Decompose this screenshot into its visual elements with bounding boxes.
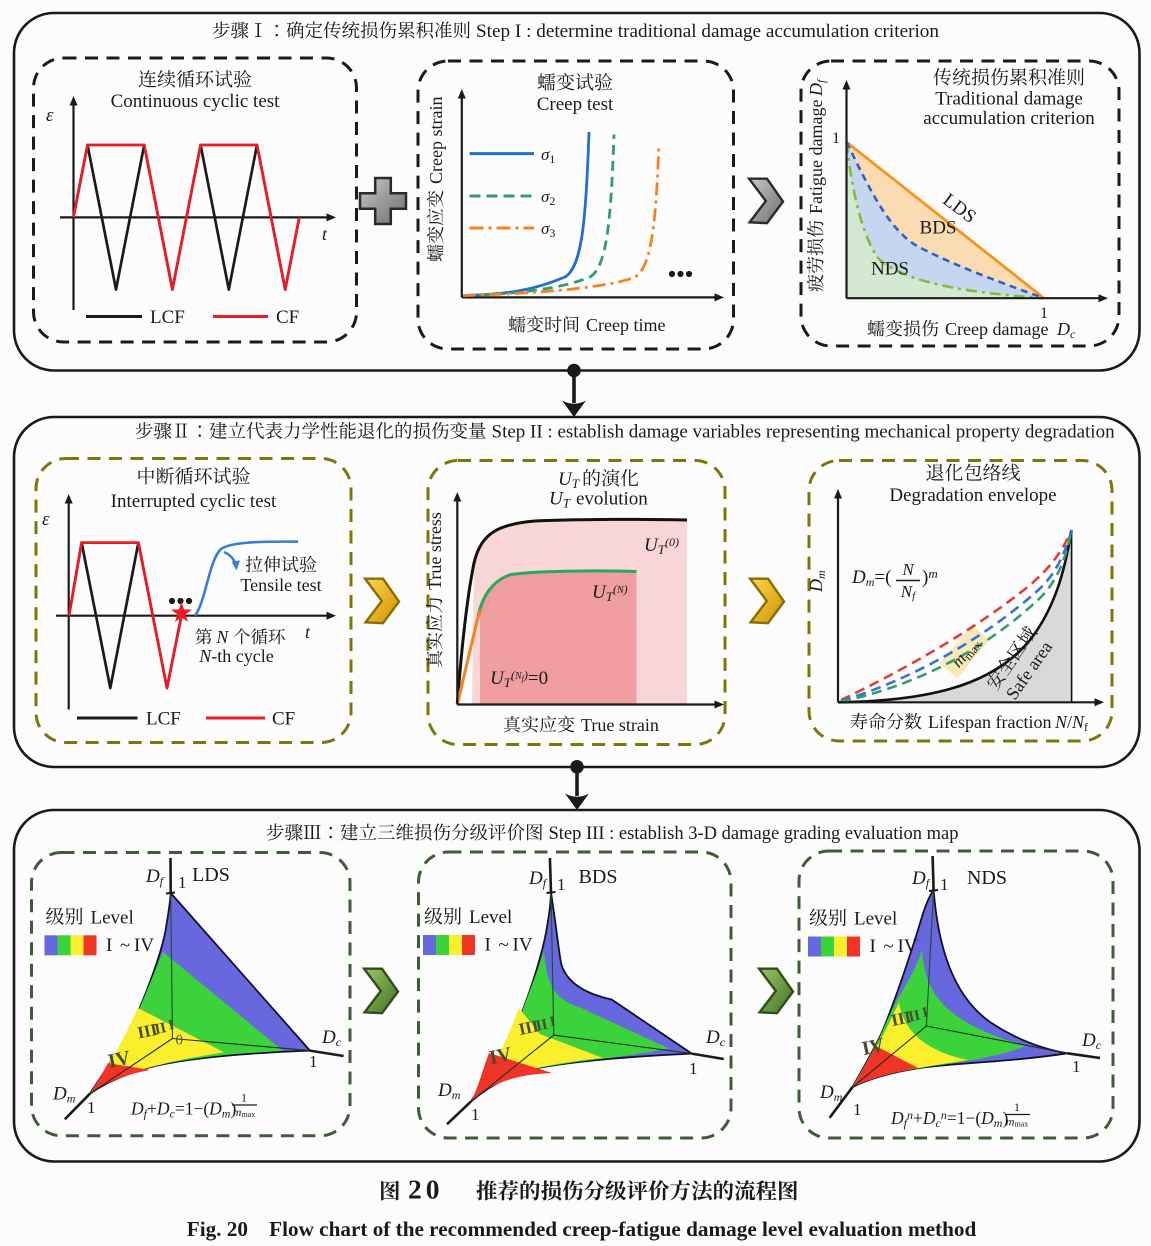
svg-text:LCF: LCF (146, 709, 181, 730)
svg-text:IV: IV (860, 1034, 887, 1060)
svg-text:N/Nf: N/Nf (1054, 712, 1088, 734)
svg-text:LDS: LDS (192, 864, 230, 886)
svg-text:1: 1 (689, 1059, 698, 1078)
svg-text:I ~ IV: I ~ IV (106, 935, 154, 956)
svg-text:I ~ IV: I ~ IV (485, 935, 533, 956)
svg-text:NDS: NDS (871, 259, 909, 280)
svg-text:evolution: evolution (576, 489, 648, 510)
svg-text:True stress: True stress (425, 512, 445, 590)
svg-text:III: III (890, 1007, 914, 1030)
svg-text:CF: CF (272, 709, 295, 730)
svg-text:t: t (305, 622, 311, 642)
svg-text:Fig. 20 Flow chart of the reco: Fig. 20 Flow chart of the recommended cr… (187, 1217, 977, 1241)
svg-text:1: 1 (557, 875, 566, 894)
svg-text:Step III : establish 3-D damag: Step III : establish 3-D damage grading … (549, 824, 959, 844)
svg-text:0: 0 (176, 1033, 184, 1049)
svg-text:1: 1 (1072, 1057, 1081, 1076)
svg-text:Creep strain: Creep strain (426, 97, 446, 184)
svg-text:Fatigue damage: Fatigue damage (806, 100, 826, 214)
svg-text:Dfn+Dcn=1−(Dm): Dfn+Dcn=1−(Dm) (890, 1108, 1008, 1130)
svg-text:Step II : establish damage var: Step II : establish damage variables rep… (492, 422, 1116, 443)
svg-text:II: II (534, 1017, 549, 1035)
svg-text:ε: ε (46, 105, 54, 126)
svg-text:Df+Dc=1−(Dm): Df+Dc=1−(Dm) (130, 1099, 236, 1121)
svg-text:1: 1 (1040, 305, 1048, 322)
svg-text:Interrupted cyclic test: Interrupted cyclic test (111, 491, 277, 512)
svg-text:LCF: LCF (150, 307, 185, 328)
svg-text:ε: ε (42, 509, 50, 530)
svg-text:III: III (136, 1020, 160, 1043)
svg-text:BDS: BDS (920, 218, 957, 239)
svg-text:N: N (216, 627, 230, 647)
svg-text:mmax: mmax (233, 1105, 255, 1119)
svg-text:20: 20 (408, 1174, 444, 1205)
svg-text:II: II (907, 1008, 922, 1026)
svg-text:1: 1 (940, 875, 949, 894)
svg-text:IV: IV (487, 1043, 514, 1069)
svg-text:Lifespan fraction: Lifespan fraction (928, 712, 1051, 732)
svg-text:II: II (153, 1020, 168, 1038)
svg-text:Traditional damage: Traditional damage (935, 89, 1083, 110)
svg-text:I: I (548, 1014, 556, 1030)
svg-text:I: I (921, 1005, 929, 1021)
svg-text:Degradation envelope: Degradation envelope (889, 485, 1056, 506)
svg-text:I ~ IV: I ~ IV (870, 936, 918, 957)
svg-text:Creep time: Creep time (586, 315, 665, 335)
svg-text:t: t (322, 224, 328, 244)
svg-text:1: 1 (178, 873, 187, 892)
svg-text:mmax: mmax (1006, 1115, 1028, 1129)
svg-text:I: I (167, 1018, 175, 1034)
svg-text:Level: Level (91, 907, 134, 928)
svg-text:BDS: BDS (579, 866, 618, 888)
svg-text:Creep test: Creep test (537, 94, 614, 115)
svg-text:1: 1 (853, 1100, 862, 1119)
svg-text:accumulation criterion: accumulation criterion (923, 108, 1095, 129)
svg-text:Continuous cyclic test: Continuous cyclic test (111, 91, 281, 112)
svg-text:CF: CF (276, 307, 299, 328)
svg-text:NDS: NDS (967, 867, 1007, 889)
svg-text:1: 1 (309, 1052, 318, 1071)
svg-text:Tensile test: Tensile test (240, 575, 321, 595)
svg-text:Level: Level (854, 909, 897, 930)
svg-text:N-th cycle: N-th cycle (198, 646, 273, 666)
svg-text:Creep damage: Creep damage (945, 319, 1048, 339)
svg-text:N: N (901, 560, 915, 579)
svg-text:Dm=(: Dm=( (851, 567, 891, 589)
svg-text:III: III (517, 1016, 541, 1039)
svg-text:True strain: True strain (581, 715, 659, 735)
svg-text:1: 1 (471, 1105, 480, 1124)
svg-text:1: 1 (87, 1098, 96, 1117)
svg-text:IV: IV (106, 1046, 133, 1072)
svg-text:1: 1 (1014, 1100, 1020, 1114)
svg-text:Step I : determine traditional: Step I : determine traditional damage ac… (476, 21, 939, 42)
svg-text:1: 1 (832, 130, 840, 147)
svg-text:1: 1 (241, 1091, 247, 1105)
svg-text:Level: Level (469, 907, 512, 928)
